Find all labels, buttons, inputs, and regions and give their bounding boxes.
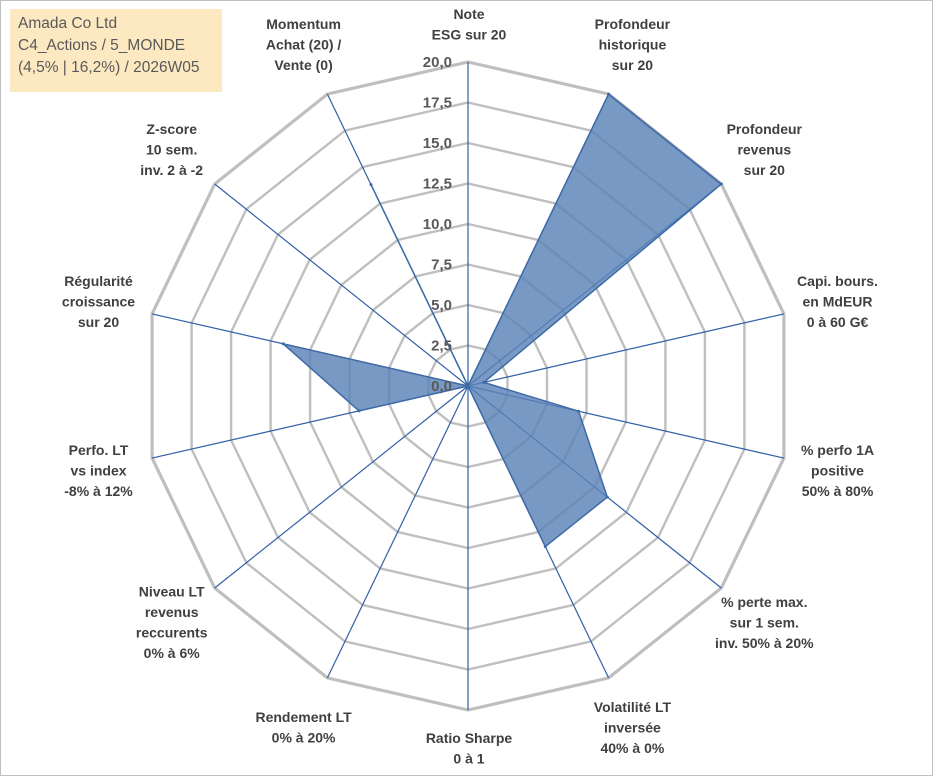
portfolio-category: C4_Actions / 5_MONDE <box>18 37 186 54</box>
data-point <box>719 182 723 186</box>
axis-label: Momentum Achat (20) / Vente (0) <box>266 16 342 73</box>
tick-label: 0,0 <box>431 378 452 395</box>
company-name: Amada Co Ltd <box>18 15 118 32</box>
axis-label: % perfo 1A positive 50% à 80% <box>801 442 874 499</box>
axis-label: Z-score 10 sem. inv. 2 à -2 <box>140 121 203 178</box>
axis-spoke <box>214 183 469 387</box>
axis-label: Régularité croissance sur 20 <box>62 273 135 330</box>
data-point <box>577 409 581 413</box>
axis-label: Profondeur revenus sur 20 <box>727 121 803 178</box>
tick-label: 7,5 <box>431 257 452 274</box>
axis-labels: Note ESG sur 20 Profondeur historique sur 20… <box>62 6 878 767</box>
data-point <box>482 380 486 384</box>
axis-spoke <box>214 385 469 589</box>
data-point <box>607 92 611 96</box>
data-point <box>369 183 373 187</box>
chart-title-box: Amada Co Ltd C4_Actions / 5_MONDE (4,5% … <box>10 9 222 92</box>
axis-label: Capi. bours. en MdEUR 0 à 60 G€ <box>797 273 878 330</box>
axis-spoke <box>326 385 469 679</box>
axis-label: Volatilité LT inversée 40% à 0% <box>594 699 672 756</box>
axis-label: Rendement LT 0% à 20% <box>255 709 352 746</box>
data-point <box>357 409 361 413</box>
period-info: (4,5% | 16,2%) / 2026W05 <box>18 59 200 76</box>
tick-label: 5,0 <box>431 297 452 314</box>
axis-label: % perte max. sur 1 sem. inv. 50% à 20% <box>715 594 814 651</box>
data-point <box>543 545 547 549</box>
axis-label: Profondeur historique sur 20 <box>595 16 671 73</box>
tick-label: 17,5 <box>423 95 452 112</box>
tick-label: 2,5 <box>431 338 452 355</box>
data-point <box>605 495 609 499</box>
axis-label: Niveau LT revenus reccurents 0% à 6% <box>136 584 208 662</box>
axis-spoke <box>467 313 785 387</box>
tick-label: 10,0 <box>423 216 452 233</box>
tick-label: 20,0 <box>423 54 452 71</box>
tick-label: 15,0 <box>423 135 452 152</box>
axis-label: Ratio Sharpe 0 à 1 <box>426 730 513 767</box>
radar-series <box>281 92 723 549</box>
data-point <box>281 342 285 346</box>
tick-label: 12,5 <box>423 176 452 193</box>
axis-label: Perfo. LT vs index -8% à 12% <box>64 442 133 499</box>
radial-tick-labels: 0,0 2,5 5,0 7,5 10,0 12,5 15,0 17,5 20,0 <box>423 54 452 395</box>
axis-label: Note ESG sur 20 <box>432 6 507 43</box>
data-point <box>466 384 470 388</box>
